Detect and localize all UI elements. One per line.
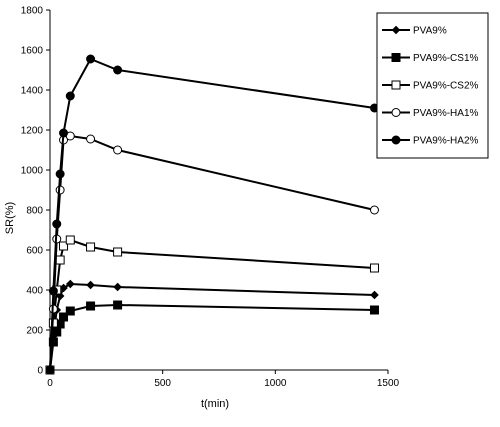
series-5 — [45, 54, 379, 375]
legend-entry: PVA9%-HA1% — [382, 108, 479, 119]
data-point — [48, 286, 58, 296]
data-point — [65, 91, 75, 101]
x-tick-label: 500 — [154, 378, 171, 389]
legend-marker — [391, 80, 401, 90]
y-tick-label: 0 — [37, 366, 43, 377]
series-line — [49, 282, 375, 371]
data-point — [86, 280, 95, 290]
legend-label: PVA9%-CS2% — [413, 81, 479, 92]
y-tick-label: 1200 — [21, 126, 44, 137]
series-1 — [45, 279, 379, 375]
y-axis-label: SR(%) — [4, 202, 16, 234]
data-point — [369, 305, 379, 315]
data-point — [86, 134, 96, 144]
series-line — [49, 303, 375, 371]
series-4 — [45, 131, 379, 375]
x-tick-label: 1000 — [264, 378, 287, 389]
data-point — [55, 169, 65, 179]
data-point — [55, 255, 65, 265]
series-lines — [45, 54, 379, 375]
y-tick-label: 400 — [26, 286, 43, 297]
data-point — [86, 54, 96, 64]
legend: PVA9% PVA9%-CS1% PVA9%-CS2% PVA9%-HA1% PVA9%… — [376, 12, 489, 159]
legend-marker — [391, 135, 401, 145]
axes: 0 200 400 600 800 1000 1200 1400 1600 1800 0 500 100… — [21, 6, 400, 390]
data-point — [45, 365, 55, 375]
y-tick-label: 1800 — [21, 6, 44, 17]
x-axis-label: t(min) — [201, 398, 229, 410]
x-tick-label: 1500 — [377, 378, 400, 389]
y-tick-label: 1400 — [21, 86, 44, 97]
y-tick-label: 200 — [26, 326, 43, 337]
legend-entry: PVA9%-CS2% — [382, 80, 479, 92]
legend-marker — [391, 108, 401, 117]
data-point — [65, 235, 75, 245]
legend-entry: PVA9%-CS1% — [382, 53, 479, 64]
data-point — [113, 145, 123, 155]
legend-label: PVA9%-CS1% — [413, 53, 479, 64]
series-2 — [45, 300, 379, 375]
data-point — [113, 65, 123, 75]
y-tick-label: 1000 — [21, 166, 44, 177]
legend-marker — [391, 53, 401, 62]
data-point — [113, 282, 122, 292]
data-point — [65, 279, 75, 289]
data-point — [52, 219, 62, 229]
data-point — [48, 337, 58, 347]
legend-label: PVA9%-HA2% — [413, 136, 479, 147]
series-line — [49, 57, 375, 371]
y-tick-label: 600 — [26, 246, 43, 257]
data-point — [59, 312, 69, 322]
data-point — [52, 327, 62, 337]
legend-marker — [391, 25, 401, 35]
data-point — [113, 300, 123, 310]
legend-label: PVA9%-HA1% — [413, 108, 479, 119]
data-point — [369, 205, 379, 215]
legend-entry: PVA9% — [382, 26, 447, 37]
data-point — [86, 242, 96, 252]
y-tick-label: 1600 — [21, 46, 44, 57]
legend-entry: PVA9%-HA2% — [382, 135, 479, 147]
data-point — [113, 247, 123, 257]
legend-label: PVA9% — [413, 26, 447, 37]
data-point — [59, 128, 69, 138]
data-point — [65, 306, 75, 316]
data-point — [59, 241, 69, 251]
data-point — [370, 290, 379, 300]
y-tick-label: 800 — [26, 206, 43, 217]
x-tick-label: 0 — [47, 378, 53, 389]
data-point — [369, 263, 379, 273]
data-point — [86, 301, 96, 311]
series-line — [49, 134, 375, 371]
